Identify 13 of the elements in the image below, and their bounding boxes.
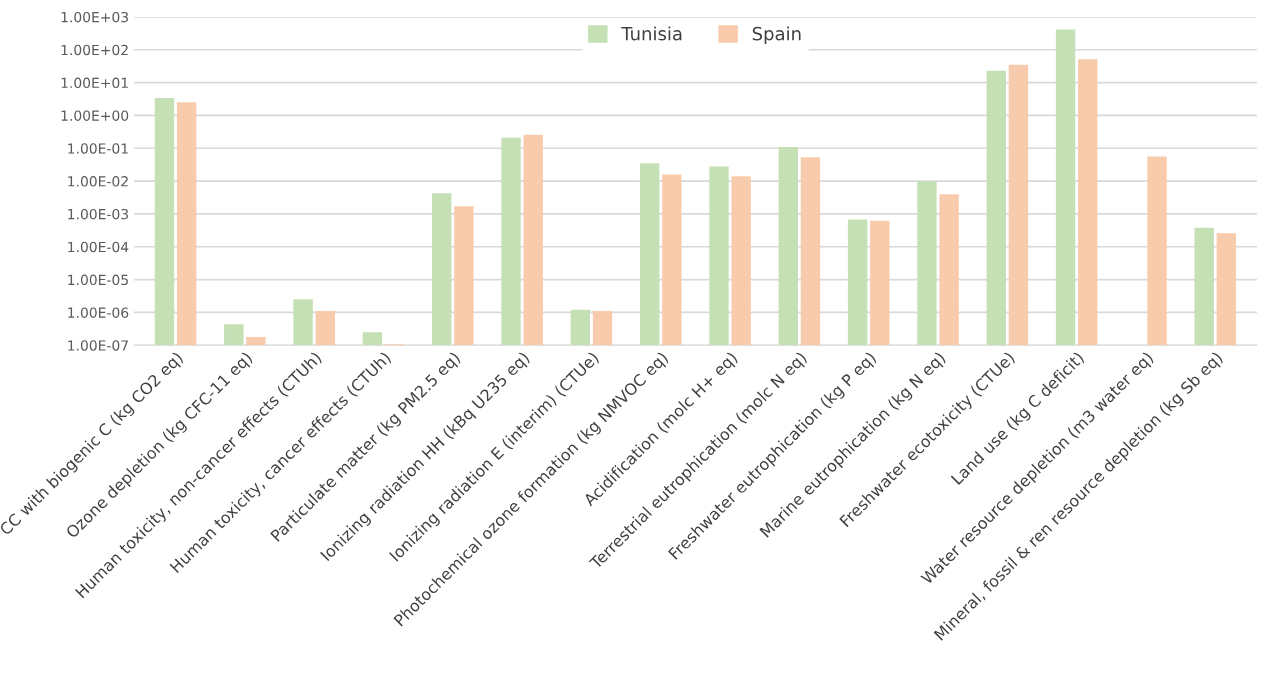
y-tick-label: 1.00E-02 bbox=[68, 176, 128, 187]
legend-label: Tunisia bbox=[621, 26, 682, 41]
y-tick-label: 1.00E+01 bbox=[61, 77, 128, 89]
y-tick-label: 1.00E+02 bbox=[61, 44, 128, 56]
y-tick-label: 1.00E-04 bbox=[68, 241, 129, 253]
y-tick-label: 1.00E-05 bbox=[68, 274, 128, 286]
y-tick-label: 1.00E-01 bbox=[68, 143, 128, 154]
y-tick-label: 1.00E+00 bbox=[61, 110, 129, 121]
y-tick-label: 1.00E-03 bbox=[68, 208, 129, 220]
y-tick-label: 1.00E-07 bbox=[68, 340, 128, 351]
y-tick-label: 1.00E-06 bbox=[68, 307, 129, 318]
y-tick-label: 1.00E+03 bbox=[61, 11, 128, 23]
legend-label: Spain bbox=[752, 26, 801, 44]
